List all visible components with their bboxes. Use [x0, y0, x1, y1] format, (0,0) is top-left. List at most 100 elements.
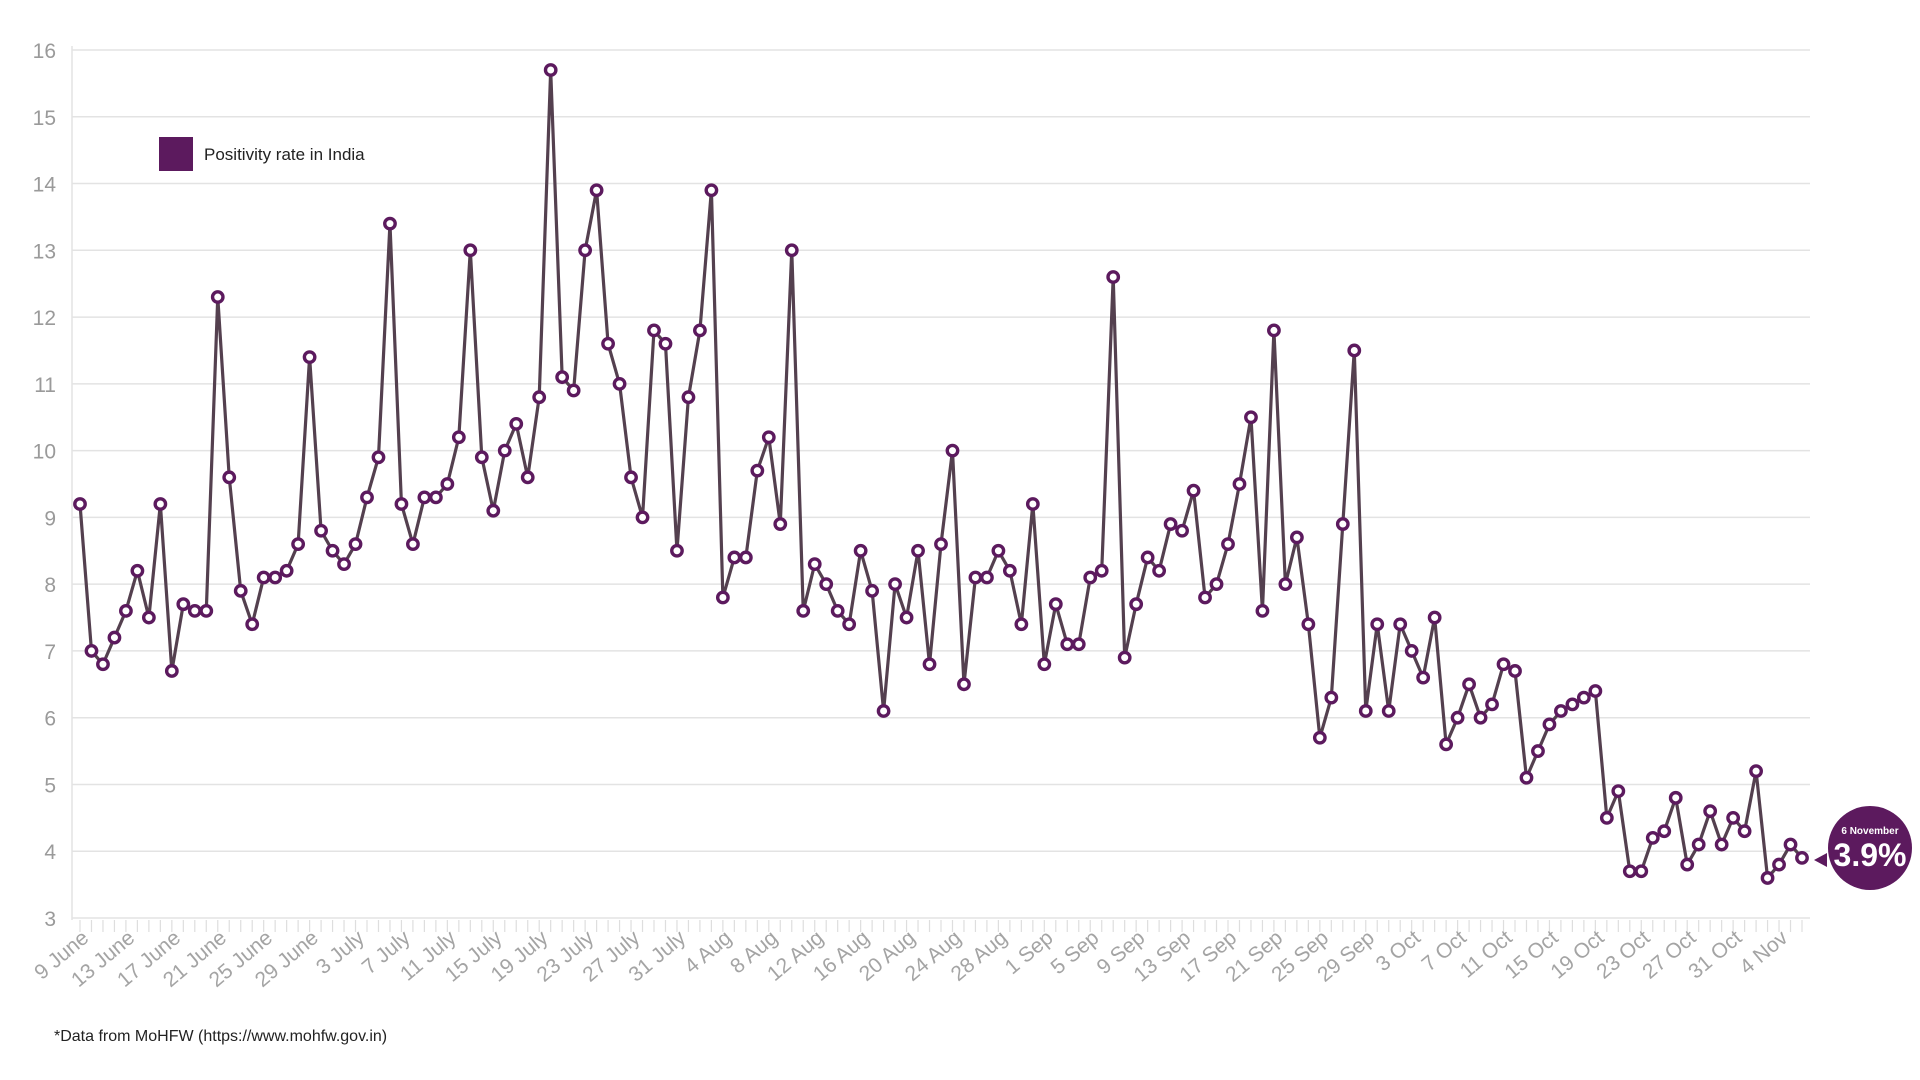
- x-tick-label: 5 Sep: [1047, 926, 1104, 979]
- y-tick-label: 14: [33, 174, 57, 197]
- data-point: [1129, 597, 1144, 612]
- callout-value: 3.9%: [1834, 837, 1907, 873]
- data-point: [1554, 704, 1568, 718]
- data-point: [1232, 477, 1247, 491]
- data-point: [922, 657, 937, 672]
- legend-swatch: [159, 137, 193, 171]
- data-point: [1278, 577, 1293, 592]
- data-point: [715, 590, 730, 605]
- data-point: [1324, 690, 1339, 705]
- data-point: [96, 657, 110, 672]
- data-point: [1301, 617, 1316, 632]
- data-point: [601, 336, 615, 351]
- data-point: [474, 450, 489, 465]
- x-tick-label: 31 Oct: [1684, 926, 1746, 983]
- data-point: [1508, 664, 1522, 678]
- data-point: [635, 510, 650, 525]
- data-point: [1117, 650, 1132, 665]
- data-point: [773, 517, 788, 531]
- data-point: [566, 383, 581, 398]
- data-point: [647, 323, 661, 338]
- source-note: *Data from MoHFW (https://www.mohfw.gov.…: [54, 1028, 388, 1045]
- data-point: [199, 603, 214, 618]
- y-tick-label: 12: [33, 307, 56, 330]
- data-point: [796, 603, 811, 618]
- data-point: [1726, 810, 1741, 825]
- data-point: [451, 430, 466, 445]
- data-point: [187, 603, 202, 618]
- data-point: [1749, 764, 1763, 779]
- data-point: [1760, 871, 1775, 885]
- data-point: [164, 664, 179, 678]
- callout-pointer: [1814, 853, 1827, 867]
- data-point: [1014, 617, 1029, 632]
- data-point: [1037, 657, 1052, 672]
- data-point: [957, 677, 971, 692]
- data-point: [1680, 857, 1695, 872]
- data-point: [1783, 837, 1798, 852]
- y-tick-label: 4: [44, 841, 56, 864]
- data-point: [612, 376, 627, 391]
- data-point: [256, 570, 271, 585]
- data-point: [279, 563, 294, 578]
- data-point: [463, 243, 478, 258]
- data-point: [670, 543, 684, 558]
- data-point: [371, 450, 386, 465]
- data-point: [1060, 637, 1075, 652]
- data-point: [807, 557, 822, 572]
- data-point: [761, 430, 776, 445]
- data-point: [233, 583, 248, 598]
- x-tick-label: 4 Aug: [680, 926, 736, 978]
- data-point: [681, 390, 696, 405]
- data-point: [876, 704, 891, 718]
- data-point: [980, 570, 994, 585]
- data-point: [1221, 537, 1235, 551]
- data-point: [394, 497, 409, 511]
- data-point: [360, 490, 374, 505]
- y-tick-label: 9: [44, 507, 56, 530]
- data-point: [543, 63, 558, 77]
- callout-bubble: [1828, 806, 1912, 890]
- data-point: [589, 183, 604, 198]
- data-point: [1083, 570, 1098, 585]
- data-point: [865, 583, 880, 598]
- data-point: [1071, 637, 1086, 652]
- data-point: [302, 350, 317, 365]
- data-point: [1289, 530, 1304, 545]
- data-point: [1622, 864, 1637, 879]
- data-point: [1094, 563, 1109, 578]
- data-point: [991, 543, 1006, 558]
- data-point: [1106, 270, 1121, 284]
- data-point: [727, 550, 742, 565]
- data-point: [119, 603, 133, 618]
- y-tick-label: 15: [33, 107, 56, 130]
- y-tick-label: 3: [44, 908, 56, 931]
- data-point: [1002, 563, 1017, 578]
- data-point: [1370, 617, 1385, 632]
- data-point: [1795, 851, 1809, 865]
- data-point: [842, 617, 857, 632]
- data-point: [107, 630, 122, 645]
- legend: Positivity rate in India: [159, 137, 365, 171]
- data-point: [1599, 810, 1614, 825]
- data-point: [853, 543, 868, 558]
- x-tick-label: 3 July: [312, 926, 369, 979]
- data-point: [1209, 577, 1224, 592]
- data-point: [1519, 770, 1534, 785]
- data-point: [945, 443, 960, 458]
- y-tick-label: 11: [34, 374, 56, 397]
- x-tick-label: 4 Nov: [1735, 926, 1792, 979]
- data-point: [348, 537, 363, 551]
- gridlines: [72, 49, 1810, 919]
- data-point: [750, 463, 765, 478]
- data-point: [1255, 603, 1270, 618]
- data-point: [1175, 523, 1189, 538]
- y-tick-label: 8: [44, 574, 56, 597]
- data-point: [1347, 343, 1362, 358]
- data-point: [1737, 824, 1752, 839]
- data-point: [1048, 597, 1063, 612]
- data-point: [210, 290, 225, 304]
- data-point: [1335, 517, 1350, 531]
